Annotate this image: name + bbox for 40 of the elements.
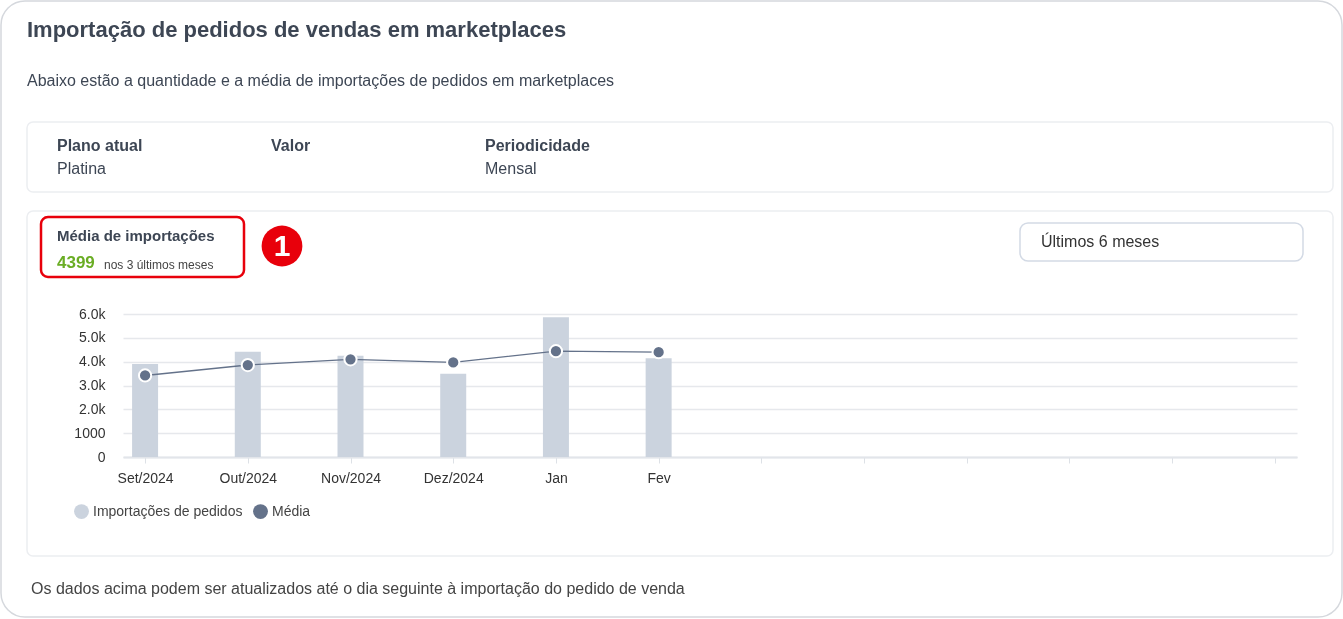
point xyxy=(343,352,358,367)
bar xyxy=(440,373,467,457)
y-tick-label: 6.0k xyxy=(79,305,107,322)
text: 1 xyxy=(273,229,291,262)
bar xyxy=(132,364,159,457)
x-tick-label: Nov/2024 xyxy=(321,469,382,486)
y-tick-label: 5.0k xyxy=(79,329,107,346)
point xyxy=(548,344,564,359)
y-tick-label: 2.0k xyxy=(79,400,107,417)
y-tick-label: 1000 xyxy=(74,424,106,441)
text: Média de importações xyxy=(57,227,215,244)
y-tick-label: 3.0k xyxy=(79,377,107,393)
point xyxy=(651,345,666,360)
text: Plano atual xyxy=(57,137,143,154)
x-tick-label: Set/2024 xyxy=(117,469,174,486)
x-tick-label: Dez/2024 xyxy=(423,469,484,486)
text: 4399 xyxy=(57,253,95,272)
legend-label: Média xyxy=(272,502,311,519)
text: Periodicidade xyxy=(485,137,591,154)
text: Últimos 6 meses xyxy=(1041,232,1160,250)
y-tick-label: 4.0k xyxy=(79,353,107,370)
bar xyxy=(337,355,364,457)
chart-title: Importação de pedidos de vendas em marketplaces xyxy=(27,17,567,42)
point xyxy=(446,355,461,370)
text: nos 3 últimos meses xyxy=(104,258,214,272)
x-tick-label: Jan xyxy=(545,469,568,486)
text: Valor xyxy=(271,137,311,154)
bar xyxy=(542,317,569,457)
x-tick-label: Out/2024 xyxy=(219,469,278,486)
point xyxy=(137,368,153,383)
text: Mensal xyxy=(485,160,537,177)
y-tick-label: 0 xyxy=(97,448,106,465)
text: Platina xyxy=(57,160,107,177)
chart-subtitle: Abaixo estão a quantidade e a média de importações de pedidos em marketplaces xyxy=(27,72,615,89)
point xyxy=(240,357,255,373)
bar xyxy=(645,358,672,457)
legend-label: Importações de pedidos xyxy=(93,502,243,519)
text: Os dados acima podem ser atualizados até o dia seguinte à importação do pedido de venda xyxy=(31,580,685,597)
x-tick-label: Fev xyxy=(647,469,671,486)
bar xyxy=(234,351,261,457)
